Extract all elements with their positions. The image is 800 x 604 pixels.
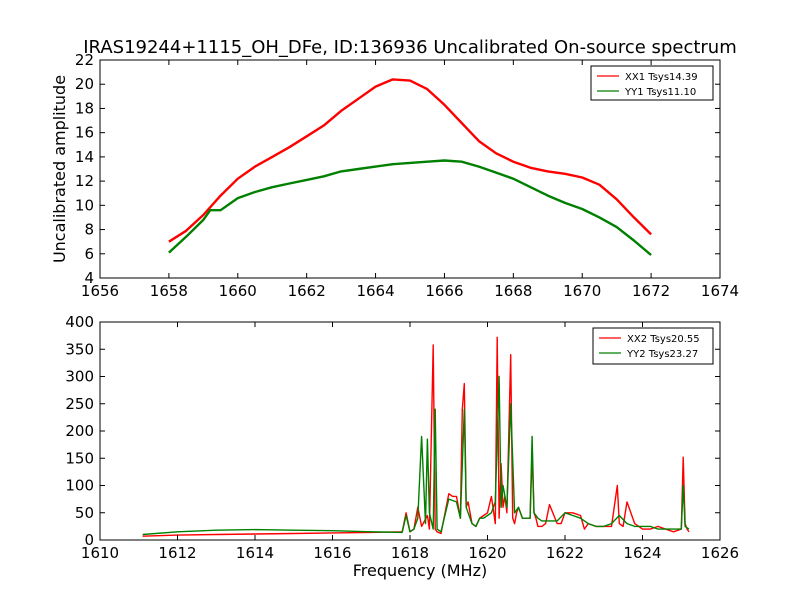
x-tick-label: 1618 xyxy=(391,544,429,562)
legend-entry-label: XX2 Tsys20.55 xyxy=(627,334,700,345)
x-tick-label: 1672 xyxy=(632,282,670,300)
x-tick-label: 1610 xyxy=(81,544,119,562)
x-tick-label: 1668 xyxy=(494,282,532,300)
x-tick-label: 1660 xyxy=(219,282,257,300)
y-tick-label: 0 xyxy=(84,531,94,549)
y-tick-label: 50 xyxy=(75,504,94,522)
y-tick-label: 200 xyxy=(65,422,94,440)
y-tick-label: 22 xyxy=(75,51,94,69)
x-tick-label: 1664 xyxy=(356,282,394,300)
y-tick-label: 20 xyxy=(75,75,94,93)
y-tick-label: 12 xyxy=(75,172,94,190)
y-tick-label: 6 xyxy=(84,245,94,263)
x-tick-label: 1666 xyxy=(425,282,463,300)
legend: XX1 Tsys14.39 YY1 Tsys11.10 xyxy=(590,65,714,101)
y-tick-label: 350 xyxy=(65,340,94,358)
x-tick-label: 1674 xyxy=(701,282,739,300)
y-tick-label: 10 xyxy=(75,196,94,214)
x-tick-label: 1658 xyxy=(150,282,188,300)
y-tick-label: 300 xyxy=(65,368,94,386)
x-axis-label: Frequency (MHz) xyxy=(353,561,487,580)
legend-entry-label: YY1 Tsys11.10 xyxy=(624,87,696,98)
x-tick-label: 1612 xyxy=(158,544,196,562)
axes-frame xyxy=(99,59,721,279)
chart-panel-1: 1656 1658 1660 1662 1664 1666 1668 1670 1672 1674… xyxy=(50,51,739,300)
x-tick-label: 1614 xyxy=(236,544,274,562)
chart-panel-2: 1610 1612 1614 1616 1618 1620 1622 1624 1626 0 50 1… xyxy=(65,313,739,580)
y-tick-label: 18 xyxy=(75,99,94,117)
y-tick-label: 100 xyxy=(65,477,94,495)
x-tick-label: 1656 xyxy=(81,282,119,300)
legend-entry-label: XX1 Tsys14.39 xyxy=(625,72,698,83)
x-tick-label: 1626 xyxy=(701,544,739,562)
series-line-1-1 xyxy=(168,78,652,243)
x-tick-label: 1622 xyxy=(546,544,584,562)
legend-entry-label: YY2 Tsys23.27 xyxy=(626,349,698,360)
series-line-2-2 xyxy=(142,375,690,536)
y-tick-label: 250 xyxy=(65,395,94,413)
legend: XX2 Tsys20.55 YY2 Tsys23.27 xyxy=(592,327,714,365)
y-tick-label: 150 xyxy=(65,449,94,467)
figure-title: IRAS19244+1115_OH_DFe, ID:136936 Uncalib… xyxy=(83,37,736,58)
y-tick-label: 8 xyxy=(84,221,94,239)
x-tick-label: 1670 xyxy=(563,282,601,300)
y-axis-label: Uncalibrated amplitude xyxy=(50,75,69,263)
x-tick-label: 1616 xyxy=(313,544,351,562)
legend-box xyxy=(590,65,714,101)
x-tick-label: 1662 xyxy=(288,282,326,300)
series-line-2-1 xyxy=(142,336,690,537)
y-tick-label: 4 xyxy=(84,269,94,287)
series-line-1-2 xyxy=(168,159,652,256)
y-tick-label: 14 xyxy=(75,148,94,166)
legend-box xyxy=(592,327,714,365)
x-tick-label: 1620 xyxy=(468,544,506,562)
y-tick-label: 400 xyxy=(65,313,94,331)
x-tick-label: 1624 xyxy=(623,544,661,562)
y-tick-label: 16 xyxy=(75,124,94,142)
